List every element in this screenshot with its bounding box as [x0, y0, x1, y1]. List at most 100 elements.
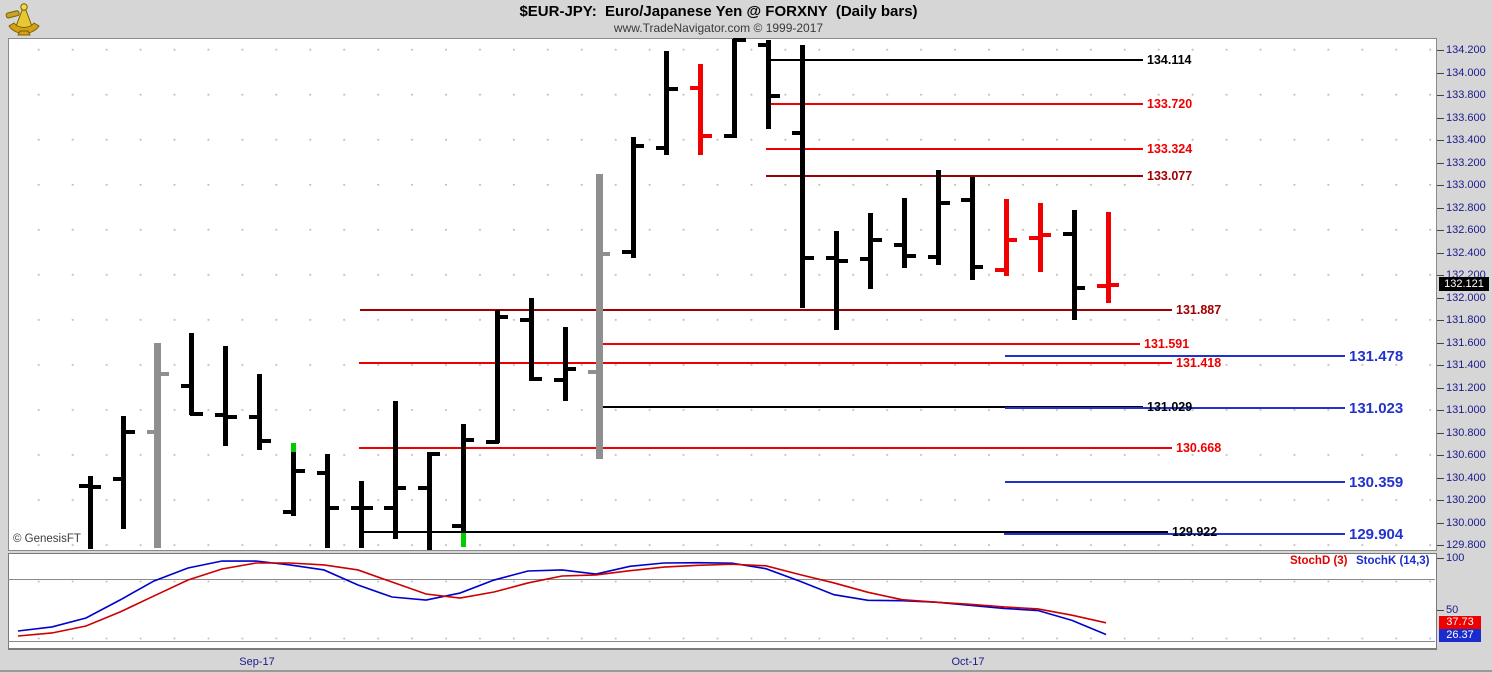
ohlc-bar [698, 63, 704, 155]
price-axis-tick [1437, 545, 1444, 547]
ohlc-bar [1071, 209, 1077, 321]
level-line [1004, 532, 1345, 535]
price-axis-tick [1437, 140, 1444, 142]
price-axis-tick [1437, 477, 1444, 479]
bar-open-tick [418, 486, 432, 490]
level-line [360, 309, 1172, 312]
level-label: 133.720 [1147, 97, 1193, 112]
bar-open-tick [655, 145, 669, 150]
price-axis-label: 133.200 [1446, 156, 1486, 169]
bar-close-tick [223, 415, 237, 420]
bar-open-tick [757, 43, 771, 48]
bar-close-tick [597, 251, 611, 256]
level-line [596, 342, 1140, 345]
price-axis-tick [1437, 432, 1444, 434]
price-axis-tick [1437, 207, 1444, 209]
ohlc-bar [969, 177, 975, 280]
bar-close-tick [495, 314, 509, 319]
price-axis-label: 132.000 [1446, 291, 1486, 304]
ohlc-bar [223, 346, 229, 447]
level-line [1005, 481, 1345, 484]
price-axis-label: 133.400 [1446, 134, 1486, 147]
bar-open-tick [112, 477, 126, 481]
bar-close-tick [529, 376, 543, 381]
bar-open-tick [995, 267, 1009, 272]
stochd-value-box: 37.73 [1439, 616, 1481, 629]
bar-open-tick [520, 318, 534, 323]
green-marker [291, 443, 297, 453]
price-axis-label: 129.800 [1446, 539, 1486, 552]
last-price-box: 132.121 [1439, 277, 1489, 291]
ohlc-bar [189, 332, 195, 415]
chart-title: $EUR-JPY: Euro/Japanese Yen @ FORXNY (Da… [519, 3, 918, 20]
bar-open-tick [146, 429, 160, 434]
bar-open-tick [452, 524, 466, 529]
ohlc-bar [257, 374, 263, 450]
price-axis-label: 131.400 [1446, 359, 1486, 372]
price-axis-tick [1437, 72, 1444, 74]
level-line [597, 406, 1143, 409]
ohlc-bar [595, 173, 603, 459]
ohlc-bar [291, 445, 297, 517]
bar-open-tick [79, 483, 92, 488]
bar-close-tick [800, 256, 814, 261]
bar-open-tick [893, 242, 907, 247]
ohlc-bar [834, 231, 840, 331]
price-axis-tick [1437, 522, 1444, 524]
month-label: Sep-17 [239, 656, 275, 668]
bottom-border [0, 670, 1492, 672]
stoch-axis-label: 100 [1446, 552, 1465, 564]
ohlc-bar [359, 481, 365, 548]
stochd-curve [17, 562, 1107, 637]
bar-close-tick [698, 133, 712, 138]
bar-open-tick [486, 439, 500, 444]
ohlc-bar [936, 170, 941, 266]
level-line [359, 530, 1168, 533]
price-axis-tick [1437, 252, 1444, 254]
bar-open-tick [316, 471, 330, 476]
level-line [359, 362, 1172, 365]
bar-close-tick [563, 366, 577, 371]
price-panel[interactable] [8, 38, 1437, 551]
ohlc-bar [664, 51, 670, 155]
ohlc-bar [868, 213, 874, 289]
level-label: 129.904 [1349, 525, 1404, 543]
ohlc-bar [732, 38, 738, 136]
ohlc-bar [154, 342, 162, 548]
bar-open-tick [350, 506, 364, 511]
stochk-legend[interactable]: StochK (14,3) [1356, 555, 1430, 567]
bar-open-tick [791, 131, 805, 136]
ohlc-bar [460, 423, 466, 547]
bar-close-tick [1106, 283, 1120, 288]
price-axis-label: 130.400 [1446, 471, 1486, 484]
level-label: 131.591 [1144, 336, 1190, 351]
price-axis-label: 131.800 [1446, 314, 1486, 327]
price-axis-tick [1437, 387, 1444, 389]
bar-open-tick [622, 249, 636, 254]
bar-close-tick [325, 506, 339, 511]
price-axis-label: 134.200 [1446, 44, 1486, 56]
bar-close-tick [834, 258, 848, 263]
bar-open-tick [961, 197, 975, 202]
price-axis-label: 133.800 [1446, 89, 1486, 102]
level-line [1005, 406, 1345, 409]
stoch-panel[interactable] [8, 553, 1437, 650]
stochastic-lines [17, 560, 1107, 637]
bar-close-tick [1038, 232, 1052, 237]
ohlc-bar [630, 136, 636, 259]
bar-close-tick [257, 438, 271, 443]
level-label: 130.668 [1176, 440, 1222, 455]
stoch-axis-tick [1437, 558, 1444, 559]
bar-close-tick [88, 484, 101, 489]
price-axis-tick [1437, 500, 1444, 502]
stochd-legend[interactable]: StochD (3) [1290, 555, 1348, 567]
price-axis-tick [1437, 230, 1444, 232]
bar-close-tick [631, 143, 645, 148]
ohlc-bar [392, 401, 398, 539]
ohlc-bar [1105, 212, 1111, 304]
stoch-gridline [8, 578, 1435, 580]
level-label: 133.324 [1147, 141, 1193, 156]
bar-open-tick [927, 255, 941, 260]
ohlc-bar [766, 39, 772, 129]
level-label: 131.418 [1176, 356, 1222, 371]
